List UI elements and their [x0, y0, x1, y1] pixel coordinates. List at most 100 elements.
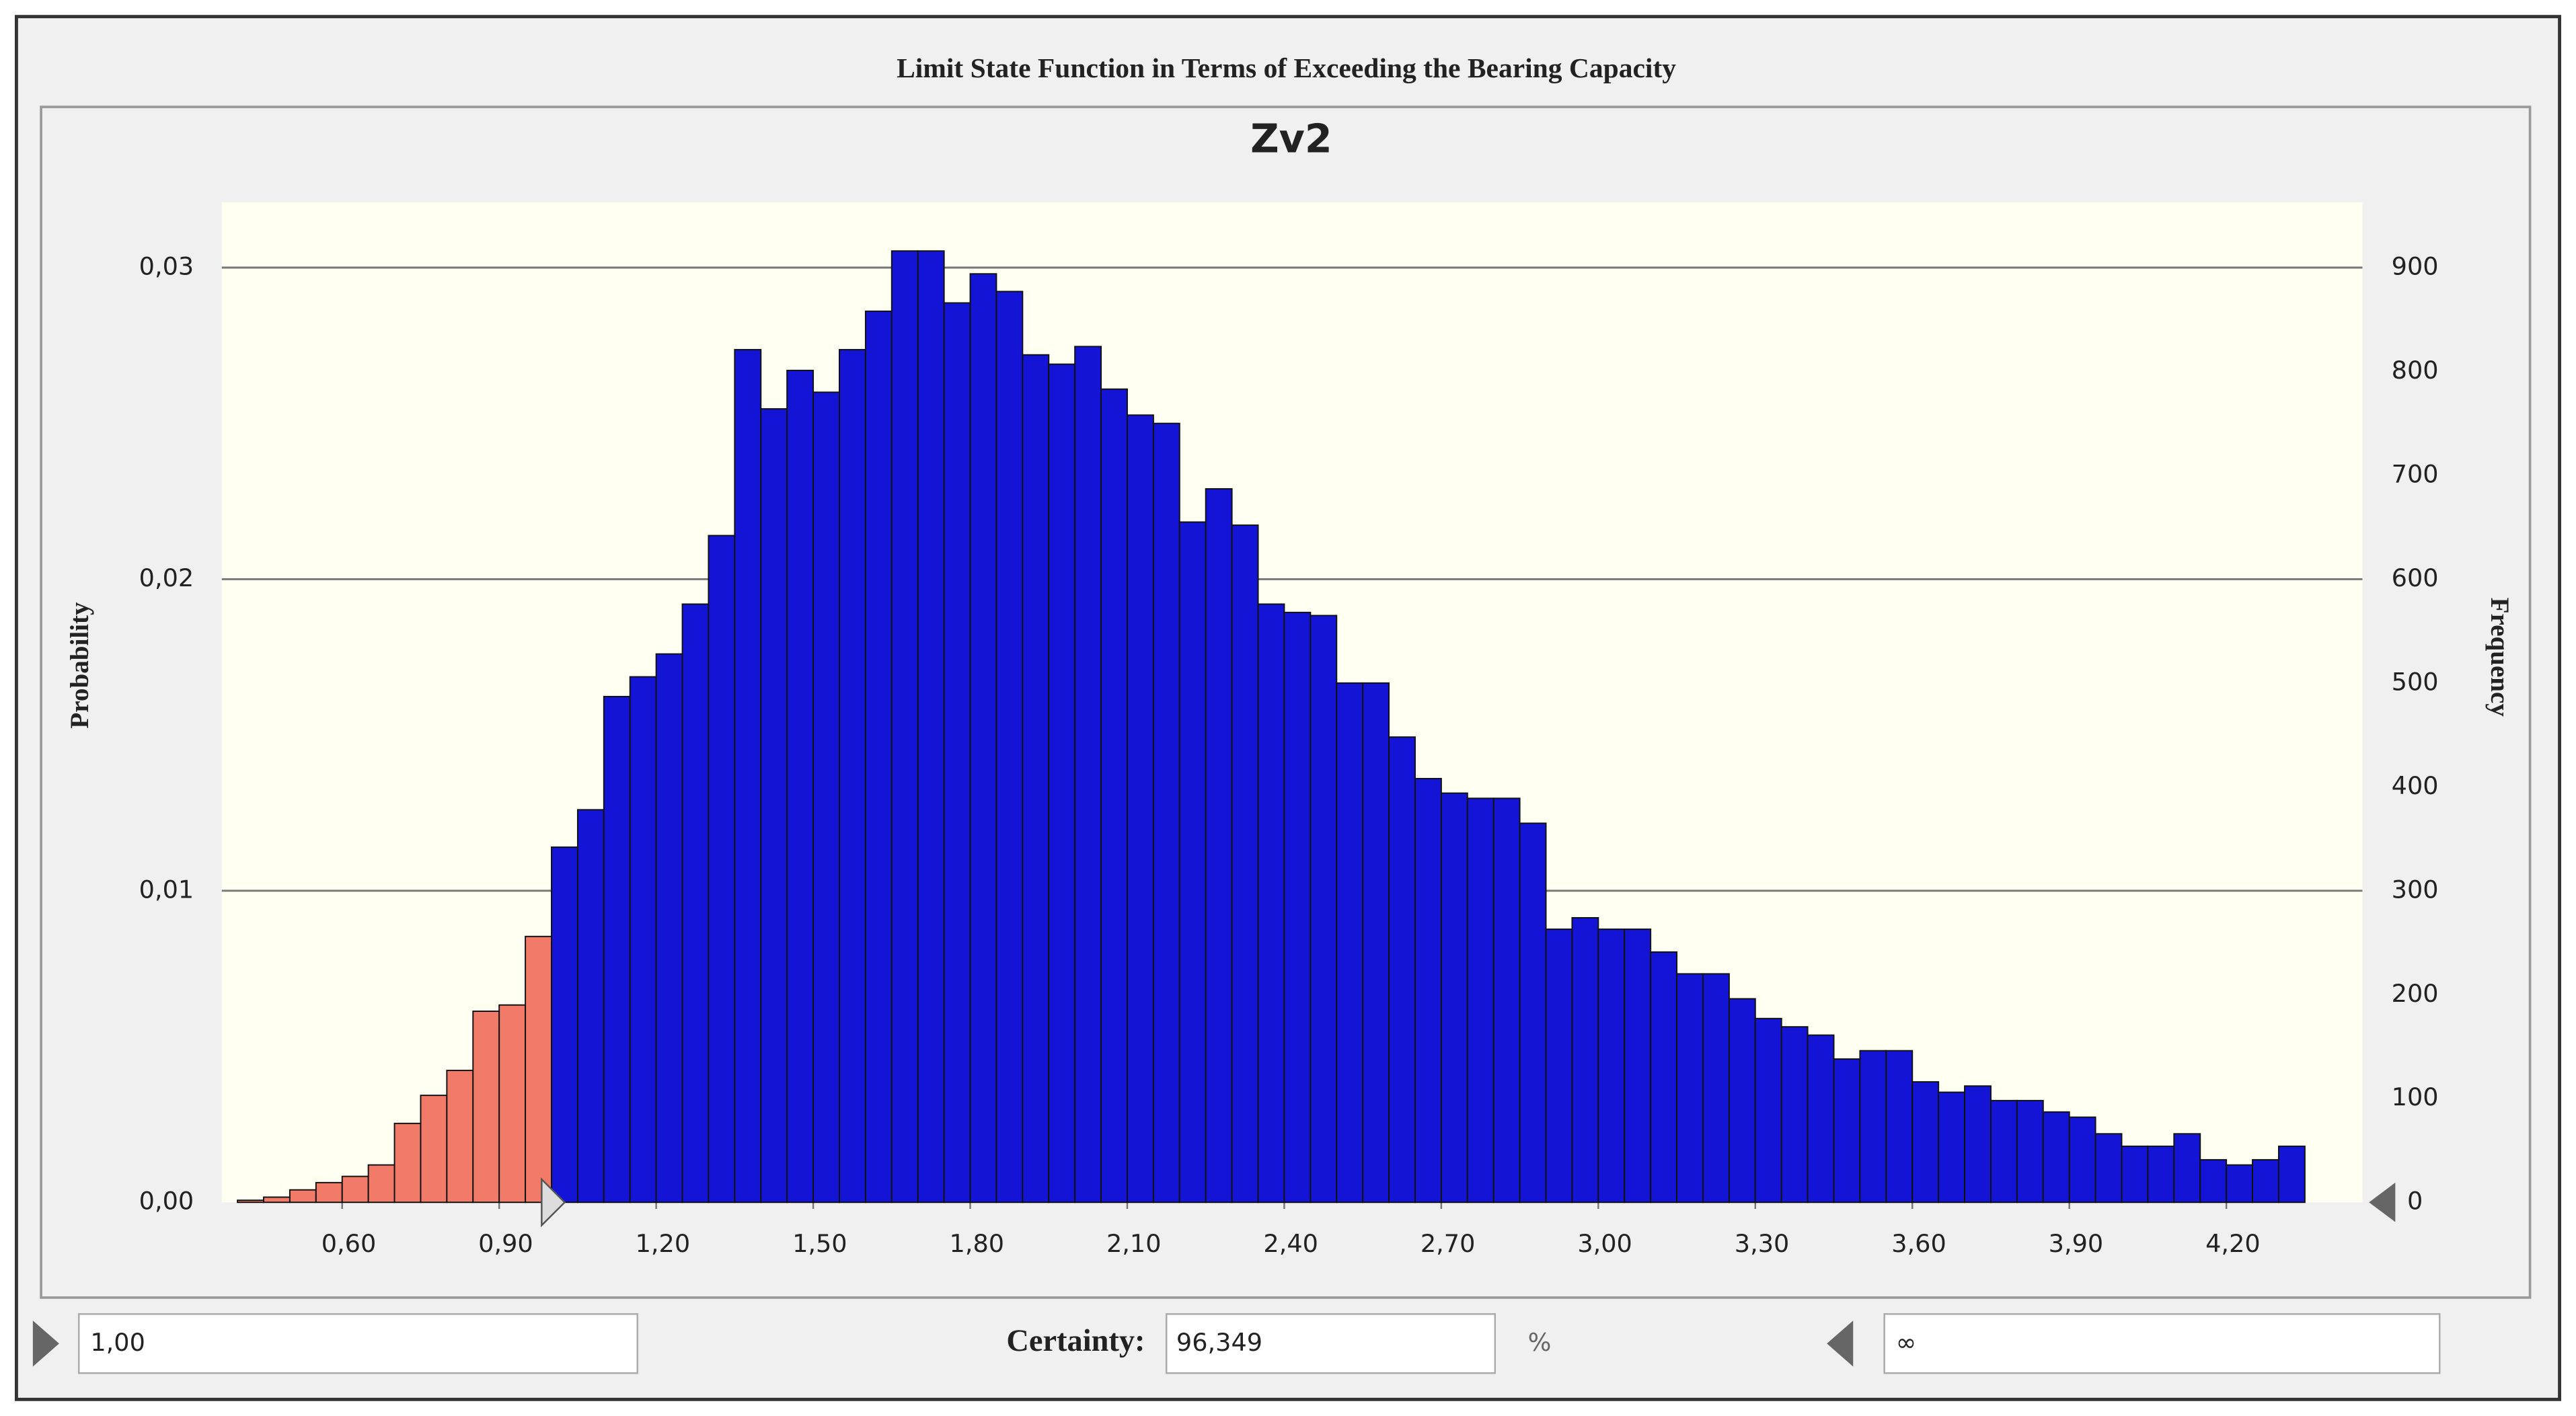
histogram-bar — [1231, 524, 1259, 1204]
histogram-bar — [734, 349, 762, 1204]
histogram-bar — [576, 809, 605, 1204]
histogram-bar — [2094, 1133, 2123, 1204]
histogram-bar — [2277, 1145, 2306, 1204]
histogram-bar — [446, 1070, 474, 1204]
histogram-bar — [1152, 422, 1180, 1204]
histogram-bar — [629, 676, 657, 1204]
histogram-bar — [1624, 928, 1652, 1204]
y2-tick-label: 100 — [2392, 1083, 2439, 1111]
histogram-bar — [1048, 363, 1076, 1204]
histogram-bar — [420, 1095, 448, 1204]
upper-bound-input[interactable] — [1883, 1313, 2441, 1374]
y2-tick-label: 400 — [2392, 771, 2439, 800]
histogram-bar — [995, 290, 1024, 1204]
histogram-bar — [1388, 736, 1416, 1204]
histogram-bar — [551, 846, 578, 1204]
y2-tick-label: 800 — [2392, 356, 2439, 385]
histogram-bar — [2147, 1145, 2175, 1204]
x-tick-label: 2,70 — [1420, 1229, 1476, 1258]
histogram-bar — [1257, 603, 1285, 1204]
histogram-bar — [1859, 1050, 1887, 1204]
histogram-bar — [1702, 973, 1730, 1204]
histogram-bar — [2199, 1158, 2228, 1204]
y-tick-label: 0,00 — [139, 1187, 194, 1216]
histogram-bar — [2068, 1116, 2096, 1204]
histogram-bar — [969, 273, 997, 1204]
histogram-bar — [1283, 611, 1312, 1204]
upper-bound-value: ∞ — [1896, 1328, 1917, 1357]
histogram-bar — [498, 1004, 527, 1204]
histogram-bar — [1676, 973, 1704, 1204]
x-tick-label: 1,20 — [636, 1229, 691, 1258]
histogram-bar — [2173, 1133, 2201, 1204]
histogram-bar — [1466, 797, 1494, 1204]
histogram-bar — [341, 1175, 369, 1204]
histogram-bar — [2226, 1164, 2254, 1204]
x-tick-label: 3,90 — [2049, 1229, 2104, 1258]
x-tick-label: 2,10 — [1106, 1229, 1162, 1258]
histogram-bar — [525, 935, 552, 1204]
histogram-bar — [289, 1189, 317, 1204]
y-tick-label: 0,02 — [139, 563, 194, 592]
histogram-bar — [2121, 1145, 2149, 1204]
histogram-bar — [1911, 1081, 1940, 1204]
histogram-bar — [237, 1199, 264, 1204]
y2-tick-label: 900 — [2392, 251, 2439, 280]
histogram-bar — [839, 349, 866, 1204]
histogram-bar — [2252, 1158, 2279, 1204]
x-tick-label: 1,80 — [950, 1229, 1005, 1258]
histogram-bar — [1022, 354, 1050, 1204]
histogram-bar — [760, 408, 788, 1204]
histogram-bar — [1127, 414, 1154, 1204]
histogram-bar — [1336, 682, 1364, 1204]
certainty-input[interactable] — [1166, 1313, 1496, 1374]
certainty-unit: % — [1528, 1328, 1552, 1357]
x-tick-label: 3,00 — [1577, 1229, 1632, 1258]
histogram-bar — [472, 1011, 500, 1204]
x-tick-label: 3,30 — [1735, 1229, 1790, 1258]
x-tick-label: 3,60 — [1891, 1229, 1946, 1258]
histogram-bar — [891, 250, 919, 1204]
y2-tick-label: 0 — [2407, 1187, 2423, 1216]
histogram-bar — [1074, 346, 1102, 1204]
histogram-bar — [1833, 1058, 1861, 1204]
lower-bound-input[interactable] — [78, 1313, 638, 1374]
histogram-bar — [1650, 951, 1678, 1204]
histogram-bar — [1178, 521, 1207, 1204]
histogram-bar — [708, 535, 736, 1204]
histogram-bar — [1545, 928, 1573, 1204]
y2-tick-label: 700 — [2392, 459, 2439, 488]
upper-bound-marker[interactable] — [2369, 1182, 2396, 1222]
lower-bound-arrow — [32, 1321, 59, 1367]
lower-bound-value: 1,00 — [90, 1328, 145, 1357]
histogram-bar — [1938, 1091, 1966, 1204]
y-tick-label: 0,03 — [139, 251, 194, 280]
x-tick-label: 4,20 — [2205, 1229, 2261, 1258]
histogram-bar — [1728, 998, 1756, 1204]
histogram-bar — [1780, 1026, 1809, 1204]
window-title: Limit State Function in Terms of Exceedi… — [897, 52, 1676, 83]
histogram-bar — [1807, 1034, 1835, 1204]
histogram-bar — [367, 1164, 395, 1204]
histogram-bar — [603, 695, 631, 1204]
lower-bound-marker[interactable] — [541, 1177, 566, 1228]
histogram-bar — [655, 653, 683, 1204]
histogram-bar — [1990, 1099, 2018, 1204]
histogram-bar — [786, 369, 815, 1204]
histogram-bar — [393, 1122, 422, 1204]
histogram-bar — [1100, 388, 1128, 1204]
certainty-label: Certainty: — [1006, 1324, 1145, 1358]
histogram-bar — [1205, 488, 1233, 1204]
histogram-bar — [1440, 792, 1468, 1204]
histogram-bar — [1597, 928, 1626, 1204]
x-tick-label: 0,90 — [478, 1229, 533, 1258]
histogram-bar — [812, 391, 840, 1204]
upper-bound-arrow — [1827, 1321, 1854, 1367]
histogram-bar — [1885, 1050, 1914, 1204]
histogram-bar — [315, 1181, 343, 1204]
histogram-bar — [2042, 1111, 2070, 1204]
certainty-value: 96,349 — [1176, 1328, 1262, 1357]
histogram-bar — [943, 302, 971, 1204]
